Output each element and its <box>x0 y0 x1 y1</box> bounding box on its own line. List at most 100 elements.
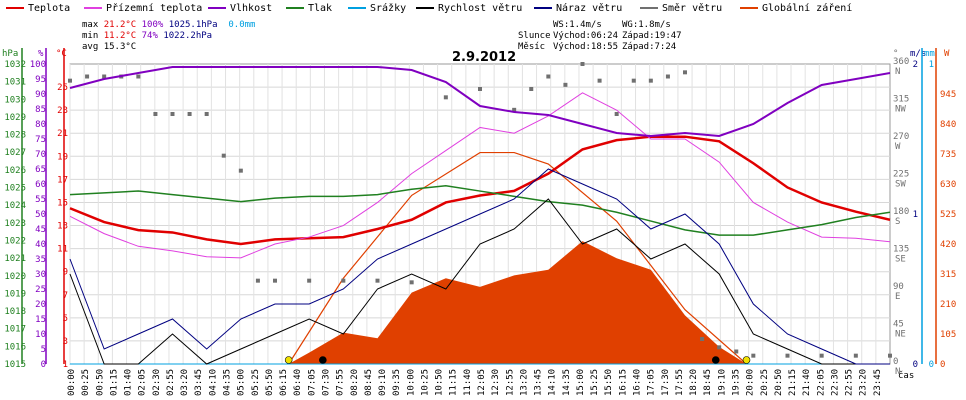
pressure-tick-label: 1026 <box>4 166 26 176</box>
humidity-tick-label: 100 <box>30 60 46 70</box>
direction-tick-label: 0 <box>893 357 898 367</box>
x-tick-label: 19:10 <box>717 369 727 396</box>
stats-avg: avg 15.3°C <box>82 42 137 52</box>
wind-direction-point <box>443 95 448 100</box>
x-tick-label: 01:40 <box>124 369 134 396</box>
temperature-tick-label: 21 <box>57 129 68 139</box>
x-tick-label: 05:25 <box>251 369 261 396</box>
legend-item-global-radiation: Globální záření <box>740 3 852 14</box>
x-tick-label: 02:30 <box>152 369 162 396</box>
direction-tick-label: 315 <box>893 95 909 105</box>
radiation-tick-label: 945 <box>940 90 956 100</box>
direction-tick-label: E <box>895 292 900 302</box>
wind-direction-point <box>341 278 346 283</box>
wind-direction-point <box>853 353 858 358</box>
x-tick-label: 06:40 <box>293 369 303 396</box>
direction-tick-label: 180 <box>893 207 909 217</box>
humidity-tick-label: 25 <box>35 285 46 295</box>
wind-direction-point <box>68 78 72 83</box>
pressure-tick-label: 1030 <box>4 95 26 105</box>
x-tick-label: 12:30 <box>491 369 501 396</box>
direction-tick-label: S <box>895 217 900 227</box>
radiation-tick-label: 105 <box>940 330 956 340</box>
x-tick-label: 02:55 <box>166 369 176 396</box>
x-tick-label: 15:50 <box>604 369 614 396</box>
legend-item-pressure: Tlak <box>286 3 332 14</box>
legend-item-humidity: Vlhkost <box>208 3 272 14</box>
humidity-tick-label: 35 <box>35 255 46 265</box>
temperature-tick-label: 25 <box>57 83 68 93</box>
temperature-tick-label: 9 <box>63 268 68 278</box>
wind-direction-point <box>204 112 209 116</box>
pressure-tick-label: 1024 <box>4 201 26 211</box>
legend-item-wind-speed: Rychlost větru <box>416 3 522 14</box>
wind-direction-point <box>717 345 722 350</box>
temperature-unit-label: °C <box>56 49 67 59</box>
x-tick-label: 04:35 <box>223 369 233 396</box>
pressure-unit-label: hPa <box>2 49 18 59</box>
x-tick-label: 12:05 <box>477 369 487 396</box>
x-tick-label: 11:40 <box>463 369 473 396</box>
humidity-tick-label: 65 <box>35 165 46 175</box>
direction-tick-label: SW <box>895 180 906 190</box>
x-tick-label: 07:55 <box>336 369 346 396</box>
direction-tick-label: N <box>895 67 900 77</box>
direction-tick-label: 225 <box>893 170 909 180</box>
humidity-tick-label: 45 <box>35 225 46 235</box>
wind-direction-point <box>683 70 687 75</box>
wind-direction-point <box>546 74 551 79</box>
sun-label: Slunce <box>518 31 551 41</box>
wind-direction-point <box>136 74 141 79</box>
wind-direction-point <box>751 353 756 358</box>
pressure-tick-label: 1031 <box>4 78 26 88</box>
legend-item-ground-temperature: Přízemní teplota <box>84 3 202 14</box>
direction-unit-label: ° <box>893 49 898 59</box>
wind-direction-point <box>648 78 653 83</box>
wind-direction-point <box>85 74 90 79</box>
wind-direction-point <box>409 280 414 285</box>
x-tick-label: 19:35 <box>731 369 741 396</box>
wind-direction-point <box>819 353 824 358</box>
wind-direction-point <box>512 107 517 112</box>
temperature-tick-label: 19 <box>57 152 68 162</box>
temperature-tick-label: 1 <box>63 360 68 370</box>
moonrise-marker <box>711 356 720 364</box>
wind-direction-point <box>665 74 670 79</box>
direction-tick-label: 135 <box>893 245 909 255</box>
humidity-tick-label: 15 <box>35 315 46 325</box>
legend-item-temperature: Teplota <box>6 3 70 14</box>
direction-tick-label: 270 <box>893 132 909 142</box>
legend-item-wind-gust: Náraz větru <box>534 3 622 14</box>
x-tick-label: 03:45 <box>194 369 204 396</box>
wind-direction-point <box>307 278 312 283</box>
ground-temperature-line <box>69 92 891 259</box>
wind-speed-summary: WS:1.4m/s <box>553 20 602 30</box>
radiation-tick-label: 840 <box>940 120 956 130</box>
temperature-tick-label: 15 <box>57 198 68 208</box>
radiation-area <box>288 241 747 364</box>
x-tick-label: 20:00 <box>746 369 756 396</box>
sunset-time: Západ:19:47 <box>622 31 682 41</box>
radiation-tick-label: 0 <box>940 360 945 370</box>
rain-tick-label: 0 <box>929 360 934 370</box>
wind-direction-point <box>700 337 705 341</box>
humidity-unit-label: % <box>38 49 44 59</box>
x-tick-label: 20:50 <box>774 369 784 396</box>
pressure-tick-label: 1015 <box>4 360 26 370</box>
pressure-tick-label: 1027 <box>4 148 26 158</box>
wind-direction-point <box>631 78 636 83</box>
pressure-tick-label: 1025 <box>4 184 26 194</box>
pressure-tick-label: 1028 <box>4 131 26 141</box>
pressure-tick-label: 1018 <box>4 307 26 317</box>
x-tick-label: 07:30 <box>321 369 331 396</box>
x-tick-label: 14:35 <box>562 369 572 396</box>
x-tick-label: 23:20 <box>859 369 869 396</box>
x-tick-label: 03:20 <box>180 369 190 396</box>
x-tick-label: 12:55 <box>505 369 515 396</box>
temperature-tick-label: 17 <box>57 175 68 185</box>
x-tick-label: 01:15 <box>109 369 119 396</box>
x-tick-label: 04:10 <box>208 369 218 396</box>
wind-direction-point <box>255 278 260 283</box>
wind-direction-point <box>238 168 243 173</box>
